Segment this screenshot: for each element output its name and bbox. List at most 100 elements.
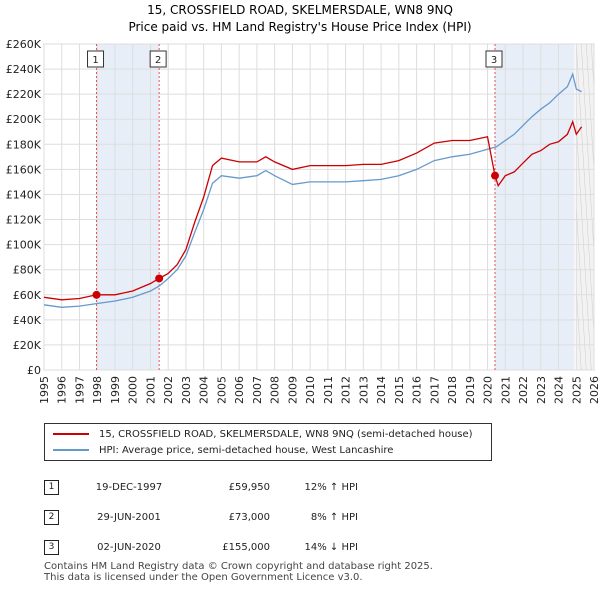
- x-tick-label: 2006: [233, 376, 246, 404]
- sale-point: [155, 274, 164, 283]
- x-tick-label: 2019: [464, 376, 477, 404]
- x-tick-label: 2000: [127, 376, 140, 404]
- x-tick-label: 2005: [215, 376, 228, 404]
- chart-title: 15, CROSSFIELD ROAD, SKELMERSDALE, WN8 9…: [147, 3, 453, 17]
- x-tick-label: 1997: [73, 376, 86, 404]
- y-tick-label: £0: [27, 364, 41, 377]
- x-tick-label: 2001: [144, 376, 157, 404]
- y-tick-label: £20K: [13, 339, 42, 352]
- sale-point: [92, 290, 101, 299]
- x-tick-label: 2016: [411, 376, 424, 404]
- x-tick-label: 1999: [109, 376, 122, 404]
- sale-number-badge: 1: [44, 479, 59, 495]
- table-row: 2 29-JUN-2001 £73,000 8% ↑ HPI: [44, 502, 358, 532]
- forecast-hatch: [576, 44, 594, 338]
- sale-point: [491, 171, 499, 180]
- sale-label-box: [87, 50, 105, 68]
- sale-hpi-diff: 12% ↑ HPI: [304, 481, 358, 493]
- forecast-hatch: [596, 44, 600, 370]
- sale-label-box: [149, 50, 167, 68]
- x-tick-label: 1996: [56, 376, 69, 404]
- x-tick-label: 2002: [162, 376, 175, 404]
- sale-label-box: [485, 50, 503, 68]
- x-tick-label: 2013: [357, 376, 370, 404]
- table-row: 3 02-JUN-2020 £155,000 14% ↓ HPI: [44, 532, 358, 562]
- sale-hpi-diff: 14% ↓ HPI: [304, 541, 358, 553]
- footer: Contains HM Land Registry data © Crown c…: [44, 561, 433, 583]
- sale-period-band: [495, 44, 575, 370]
- x-tick-label: 2014: [375, 376, 388, 404]
- x-tick-label: 2024: [553, 376, 566, 404]
- x-tick-label: 2017: [428, 376, 441, 404]
- hpi-series-line: [43, 72, 582, 308]
- x-tick-label: 2022: [517, 376, 530, 404]
- forecast-hatch: [576, 284, 582, 370]
- x-tick-label: 2010: [304, 376, 317, 404]
- x-tick-label: 1995: [38, 376, 51, 404]
- footer-licence: This data is licensed under the Open Gov…: [44, 572, 363, 583]
- forecast-hatch: [581, 44, 594, 256]
- y-axis-ticks: £0 £20K £40K £60K £80K £100K £120K £140K £160K £1…: [6, 38, 42, 377]
- legend-item-property: 15, CROSSFIELD ROAD, SKELMERSDALE, WN8 9…: [53, 427, 473, 443]
- forecast-region: [576, 44, 594, 370]
- sale-price: £155,000: [222, 541, 270, 553]
- sale-date: 19-DEC-1997: [95, 481, 163, 493]
- forecast-hatch: [576, 202, 587, 370]
- x-tick-label: 2009: [286, 376, 299, 404]
- y-tick-label: £260K: [6, 38, 42, 51]
- sale-label: 3: [491, 55, 497, 66]
- sale-date: 29-JUN-2001: [97, 511, 161, 523]
- y-tick-label: £160K: [6, 163, 42, 176]
- sale-price: £73,000: [228, 511, 270, 523]
- sale-date: 02-JUN-2020: [97, 541, 161, 553]
- x-tick-label: 2012: [340, 376, 353, 404]
- x-tick-label: 2021: [499, 376, 512, 404]
- sale-price: £59,950: [228, 481, 270, 493]
- x-tick-label: 2026: [588, 376, 600, 404]
- y-tick-label: £60K: [13, 289, 42, 302]
- x-tick-label: 2023: [535, 376, 548, 404]
- y-tick-label: £220K: [6, 88, 42, 101]
- x-tick-label: 2015: [393, 376, 406, 404]
- y-tick-label: £40K: [13, 314, 42, 327]
- transactions-table: 1 19-DEC-1997 £59,950 12% ↑ HPI 2 29-JUN…: [44, 472, 358, 562]
- y-tick-label: £180K: [6, 138, 42, 151]
- sale-label: 1: [92, 55, 98, 66]
- forecast-hatch: [586, 44, 594, 175]
- forecast-hatch: [576, 121, 592, 370]
- sale-label: 2: [155, 55, 161, 66]
- y-tick-label: £80K: [13, 264, 42, 277]
- table-row: 1 19-DEC-1997 £59,950 12% ↑ HPI: [44, 472, 358, 502]
- y-tick-label: £120K: [6, 214, 42, 227]
- x-tick-label: 2020: [482, 376, 495, 404]
- x-tick-label: 2008: [269, 376, 282, 404]
- x-tick-label: 1998: [91, 376, 104, 404]
- x-axis-ticks: 1995 1996 1997 1998 1999 2000 2001 2002 2003 2004…: [38, 376, 600, 404]
- legend-label-property: 15, CROSSFIELD ROAD, SKELMERSDALE, WN8 9…: [99, 429, 473, 440]
- y-tick-label: £140K: [6, 188, 42, 201]
- y-tick-label: £200K: [6, 113, 42, 126]
- y-tick-label: £240K: [6, 63, 42, 76]
- legend-swatch-hpi: [53, 449, 89, 451]
- grid-lines: [43, 43, 595, 371]
- sale-markers: 1 2 3: [87, 50, 503, 299]
- chart-subtitle: Price paid vs. HM Land Registry's House …: [128, 20, 471, 34]
- sale-number-badge: 2: [44, 509, 59, 525]
- x-tick-label: 2018: [446, 376, 459, 404]
- plot-bands: [96, 44, 600, 370]
- x-tick-label: 2007: [251, 376, 264, 404]
- footer-copyright: Contains HM Land Registry data © Crown c…: [44, 561, 433, 572]
- x-tick-label: 2003: [180, 376, 193, 404]
- legend-swatch-property: [53, 433, 89, 435]
- x-tick-label: 2011: [322, 376, 335, 404]
- sale-period-band: [96, 44, 160, 370]
- sale-number-badge: 3: [44, 539, 59, 555]
- legend-label-hpi: HPI: Average price, semi-detached house,…: [99, 445, 394, 456]
- x-tick-label: 2025: [570, 376, 583, 404]
- sale-hpi-diff: 8% ↑ HPI: [310, 511, 358, 523]
- price-chart: 15, CROSSFIELD ROAD, SKELMERSDALE, WN8 9…: [6, 3, 600, 404]
- legend: 15, CROSSFIELD ROAD, SKELMERSDALE, WN8 9…: [44, 423, 492, 461]
- y-tick-label: £100K: [6, 239, 42, 252]
- x-tick-label: 2004: [198, 376, 211, 404]
- legend-item-hpi: HPI: Average price, semi-detached house,…: [53, 443, 393, 459]
